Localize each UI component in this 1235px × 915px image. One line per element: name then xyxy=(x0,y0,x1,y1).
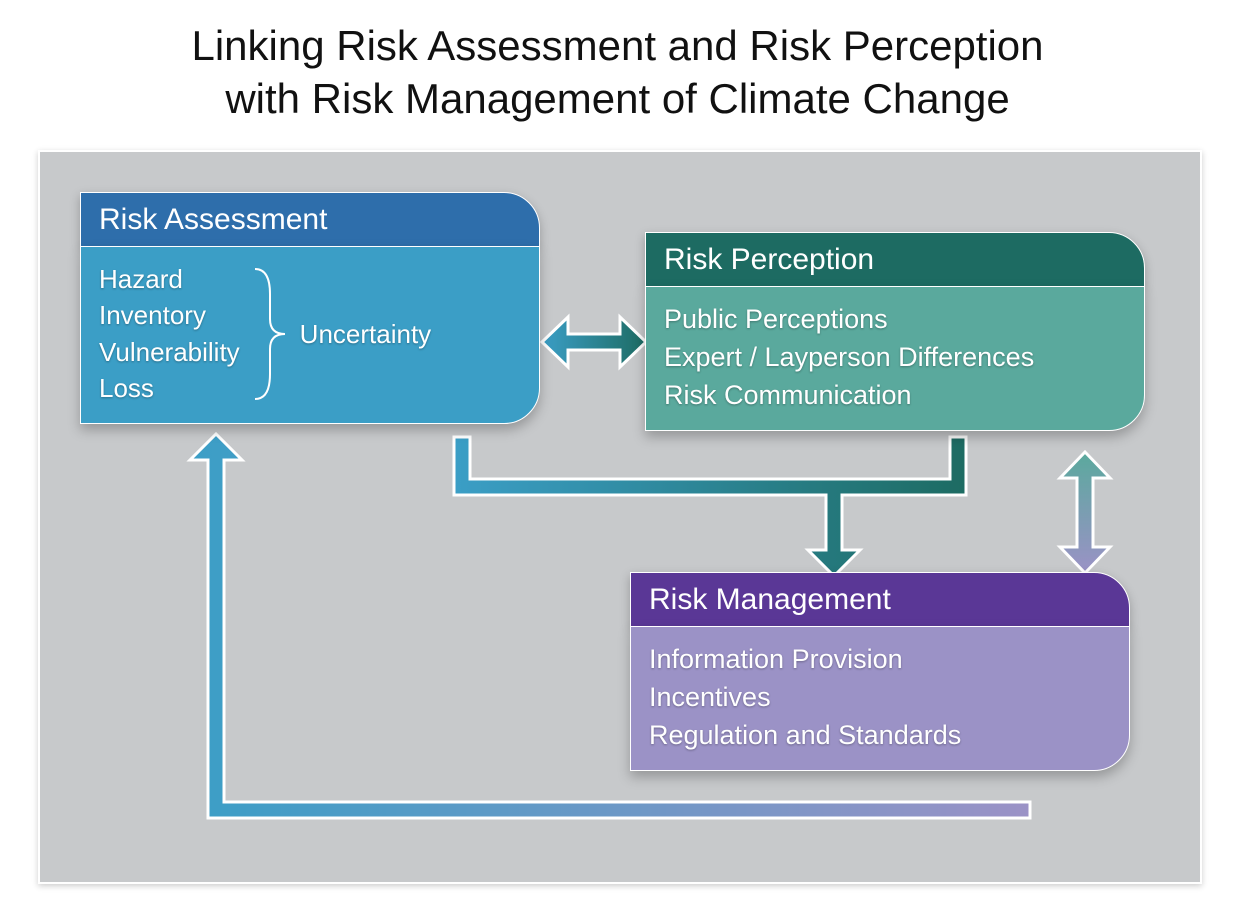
curly-bracket-icon xyxy=(250,264,290,404)
assessment-item: Loss xyxy=(99,370,240,406)
node-body-management: Information Provision Incentives Regulat… xyxy=(630,626,1130,771)
arrow-assessment-perception xyxy=(542,317,646,367)
diagram-canvas: Risk Assessment Hazard Inventory Vulnera… xyxy=(38,150,1202,884)
perception-item: Risk Communication xyxy=(664,377,1126,415)
arrow-perception-management xyxy=(1060,452,1110,573)
management-item: Information Provision xyxy=(649,641,1111,679)
node-header-assessment: Risk Assessment xyxy=(80,192,540,248)
title-line-1: Linking Risk Assessment and Risk Percept… xyxy=(191,22,1043,69)
perception-item: Expert / Layperson Differences xyxy=(664,339,1126,377)
diagram-title: Linking Risk Assessment and Risk Percept… xyxy=(0,20,1235,125)
assessment-item: Vulnerability xyxy=(99,334,240,370)
page: Linking Risk Assessment and Risk Percept… xyxy=(0,0,1235,915)
assessment-item: Inventory xyxy=(99,297,240,333)
arrow-assess-percept-to-management xyxy=(454,437,966,576)
node-body-assessment: Hazard Inventory Vulnerability Loss Unce… xyxy=(80,246,540,424)
assessment-content: Hazard Inventory Vulnerability Loss Unce… xyxy=(99,261,521,407)
node-risk-perception: Risk Perception Public Perceptions Exper… xyxy=(645,232,1145,431)
node-title: Risk Perception xyxy=(664,243,874,276)
management-item: Regulation and Standards xyxy=(649,717,1111,755)
title-line-2: with Risk Management of Climate Change xyxy=(225,75,1009,122)
assessment-item: Hazard xyxy=(99,261,240,297)
node-header-perception: Risk Perception xyxy=(645,232,1145,288)
node-risk-assessment: Risk Assessment Hazard Inventory Vulnera… xyxy=(80,192,540,424)
node-header-management: Risk Management xyxy=(630,572,1130,628)
node-risk-management: Risk Management Information Provision In… xyxy=(630,572,1130,771)
node-title: Risk Assessment xyxy=(99,203,327,236)
node-title: Risk Management xyxy=(649,583,891,616)
assessment-side-label: Uncertainty xyxy=(300,316,432,352)
perception-list: Public Perceptions Expert / Layperson Di… xyxy=(664,301,1126,414)
assessment-list: Hazard Inventory Vulnerability Loss xyxy=(99,261,240,407)
management-list: Information Provision Incentives Regulat… xyxy=(649,641,1111,754)
node-body-perception: Public Perceptions Expert / Layperson Di… xyxy=(645,286,1145,431)
perception-item: Public Perceptions xyxy=(664,301,1126,339)
management-item: Incentives xyxy=(649,679,1111,717)
